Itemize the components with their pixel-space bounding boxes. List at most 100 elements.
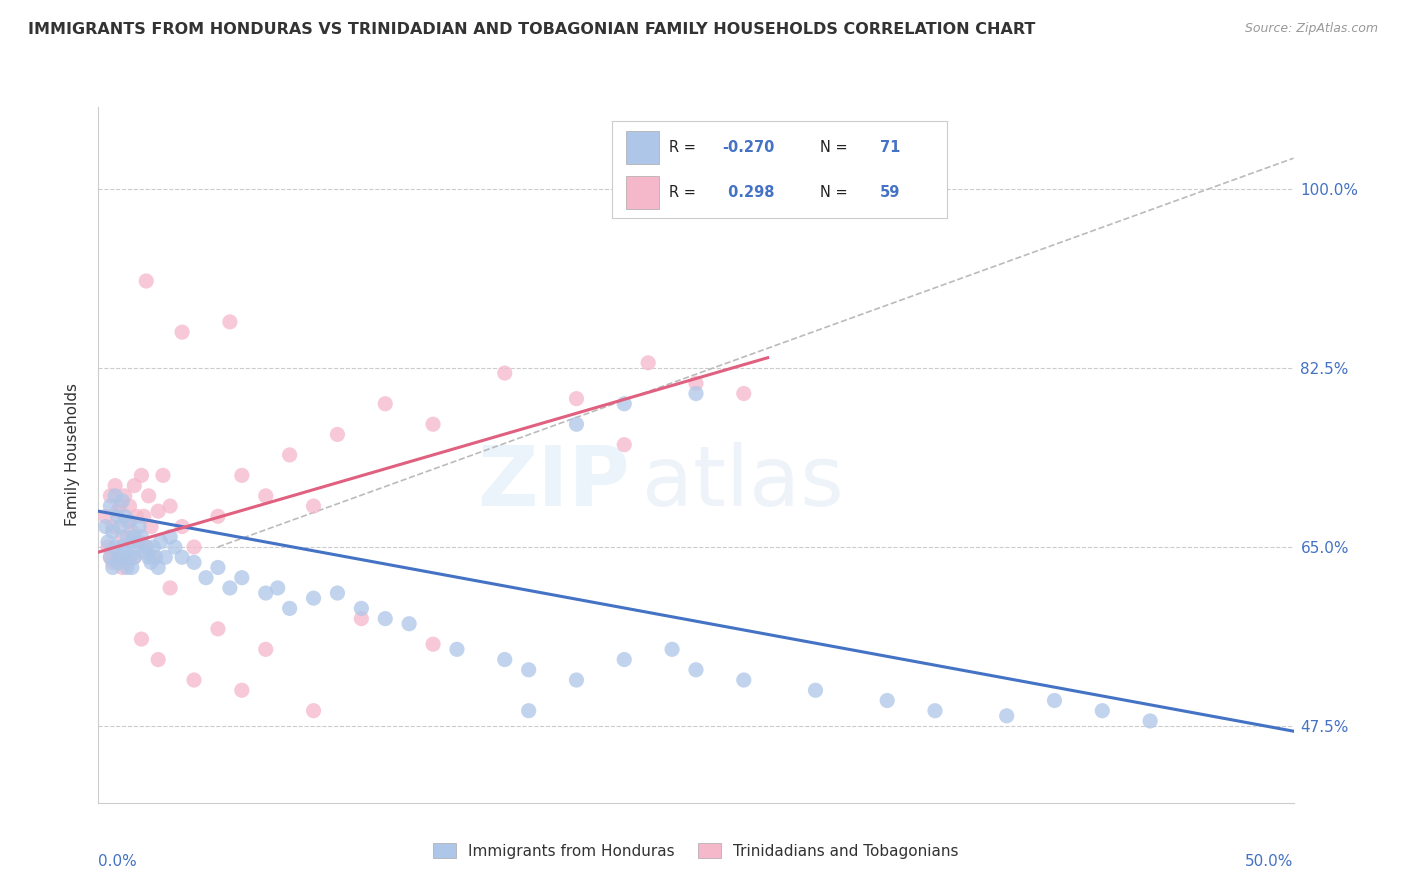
Point xyxy=(159,499,181,513)
Point xyxy=(107,509,129,524)
Point xyxy=(302,591,325,606)
Point xyxy=(138,489,160,503)
Point xyxy=(145,550,167,565)
Point xyxy=(637,356,659,370)
Point xyxy=(115,555,138,569)
Point xyxy=(142,550,165,565)
Point xyxy=(114,489,136,503)
Point xyxy=(125,509,148,524)
Point xyxy=(107,555,129,569)
Point xyxy=(685,663,707,677)
Point xyxy=(155,550,177,565)
Legend: Immigrants from Honduras, Trinidadians and Tobagonians: Immigrants from Honduras, Trinidadians a… xyxy=(427,837,965,864)
Point xyxy=(115,530,138,544)
Point xyxy=(172,550,194,565)
Point xyxy=(494,366,516,380)
Point xyxy=(159,530,181,544)
Point xyxy=(104,489,127,503)
Point xyxy=(613,397,636,411)
Point xyxy=(517,704,540,718)
Point xyxy=(924,704,946,718)
Text: IMMIGRANTS FROM HONDURAS VS TRINIDADIAN AND TOBAGONIAN FAMILY HOUSEHOLDS CORRELA: IMMIGRANTS FROM HONDURAS VS TRINIDADIAN … xyxy=(28,22,1035,37)
Point xyxy=(115,560,138,574)
Point xyxy=(128,535,150,549)
Point xyxy=(139,555,162,569)
Point xyxy=(115,515,138,529)
Point xyxy=(207,509,229,524)
Text: ZIP: ZIP xyxy=(478,442,630,524)
Point xyxy=(108,499,131,513)
Point xyxy=(138,550,160,565)
Point xyxy=(422,417,444,432)
Point xyxy=(302,499,325,513)
Point xyxy=(118,515,141,529)
Point xyxy=(685,376,707,391)
Point xyxy=(125,540,148,554)
Point xyxy=(148,652,170,666)
Point xyxy=(94,509,117,524)
Point xyxy=(1091,704,1114,718)
Point xyxy=(446,642,468,657)
Point xyxy=(152,468,174,483)
Point xyxy=(685,386,707,401)
Point xyxy=(108,519,131,533)
Point xyxy=(98,489,122,503)
Point xyxy=(135,540,157,554)
Point xyxy=(104,540,127,554)
Point xyxy=(219,315,242,329)
Point xyxy=(107,504,129,518)
Point xyxy=(733,673,755,687)
Point xyxy=(131,530,153,544)
Point xyxy=(148,560,170,574)
Point xyxy=(111,494,134,508)
Point xyxy=(98,550,122,565)
Y-axis label: Family Households: Family Households xyxy=(65,384,80,526)
Point xyxy=(172,325,194,339)
Point xyxy=(733,386,755,401)
Point xyxy=(97,540,120,554)
Point xyxy=(302,704,325,718)
Point xyxy=(183,555,205,569)
Point xyxy=(278,448,301,462)
Point xyxy=(124,478,146,492)
Point xyxy=(101,524,124,539)
Point xyxy=(132,545,155,559)
Point xyxy=(422,637,444,651)
Point xyxy=(254,489,277,503)
Point xyxy=(1043,693,1066,707)
Point xyxy=(107,550,129,565)
Point xyxy=(148,504,170,518)
Text: Source: ZipAtlas.com: Source: ZipAtlas.com xyxy=(1244,22,1378,36)
Point xyxy=(111,530,134,544)
Point xyxy=(517,663,540,677)
Point xyxy=(267,581,290,595)
Point xyxy=(613,652,636,666)
Point xyxy=(565,673,588,687)
Point xyxy=(124,550,146,565)
Point xyxy=(111,540,134,554)
Point xyxy=(613,438,636,452)
Point xyxy=(494,652,516,666)
Point xyxy=(804,683,827,698)
Point xyxy=(121,560,143,574)
Point xyxy=(231,571,253,585)
Point xyxy=(131,468,153,483)
Point xyxy=(398,616,420,631)
Point xyxy=(231,683,253,698)
Point xyxy=(104,478,127,492)
Point xyxy=(350,601,373,615)
Point xyxy=(149,535,172,549)
Point xyxy=(114,545,136,559)
Point xyxy=(135,274,157,288)
Point xyxy=(124,530,146,544)
Point xyxy=(278,601,301,615)
Point xyxy=(159,581,181,595)
Point xyxy=(183,540,205,554)
Point xyxy=(374,612,396,626)
Point xyxy=(219,581,242,595)
Point xyxy=(94,519,117,533)
Point xyxy=(121,535,143,549)
Point xyxy=(121,524,143,539)
Point xyxy=(1139,714,1161,728)
Point xyxy=(131,632,153,646)
